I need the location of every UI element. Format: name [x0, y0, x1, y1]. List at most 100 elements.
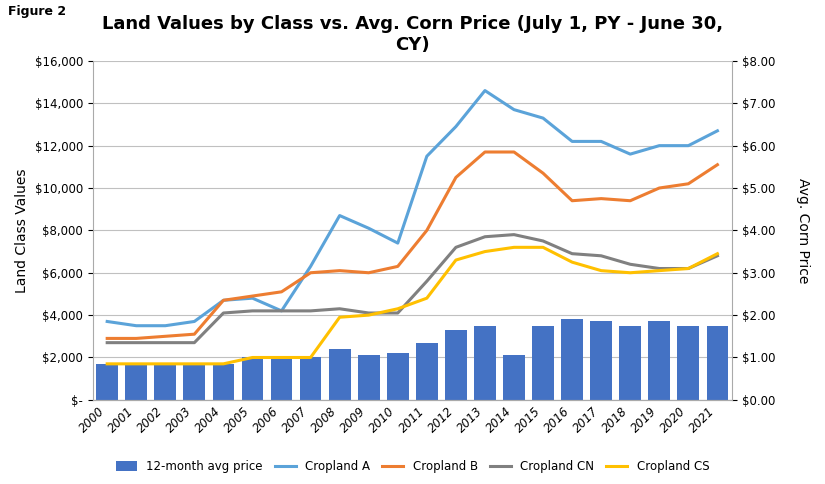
Cropland A	[625, 151, 635, 157]
Bar	[648, 321, 670, 400]
Cropland A	[654, 143, 664, 149]
Legend: 12-month avg price, Cropland A, Cropland B, Cropland CN, Cropland CS: 12-month avg price, Cropland A, Cropland…	[111, 455, 714, 478]
Bar	[154, 364, 177, 400]
Cropland A	[364, 226, 374, 231]
Bar	[503, 355, 525, 400]
Cropland CN	[102, 340, 112, 346]
Cropland B	[393, 263, 403, 269]
Cropland B	[190, 331, 200, 337]
Cropland B	[276, 289, 286, 295]
Cropland CS	[509, 244, 519, 250]
Bar	[358, 355, 380, 400]
Cropland CN	[131, 340, 141, 346]
Cropland CS	[393, 306, 403, 312]
Cropland B	[422, 227, 431, 233]
Cropland CN	[567, 251, 577, 257]
Cropland A	[538, 115, 548, 121]
Cropland CS	[451, 257, 461, 263]
Cropland CN	[219, 310, 229, 316]
Cropland CN	[538, 238, 548, 244]
Cropland CN	[305, 308, 315, 314]
Cropland B	[654, 185, 664, 191]
Line: Cropland CN: Cropland CN	[107, 235, 718, 343]
Cropland B	[248, 293, 257, 299]
Bar	[387, 353, 408, 400]
Cropland A	[451, 124, 461, 130]
Cropland CS	[683, 266, 693, 272]
Cropland B	[509, 149, 519, 155]
Cropland B	[567, 198, 577, 204]
Cropland CN	[713, 253, 723, 259]
Bar	[271, 358, 292, 400]
Cropland A	[102, 318, 112, 324]
Line: Cropland CS: Cropland CS	[107, 247, 718, 364]
Bar	[445, 330, 467, 400]
Cropland A	[422, 153, 431, 159]
Cropland CN	[335, 306, 345, 312]
Cropland B	[364, 270, 374, 276]
Bar	[299, 358, 322, 400]
Cropland A	[567, 138, 577, 144]
Cropland CS	[654, 268, 664, 273]
Text: Figure 2: Figure 2	[8, 5, 66, 18]
Cropland CS	[219, 361, 229, 367]
Cropland CN	[393, 310, 403, 316]
Cropland CS	[625, 270, 635, 276]
Cropland CN	[625, 261, 635, 267]
Cropland CS	[567, 259, 577, 265]
Bar	[183, 364, 205, 400]
Cropland A	[335, 212, 345, 218]
Cropland CN	[683, 266, 693, 272]
Cropland CN	[276, 308, 286, 314]
Bar	[213, 364, 234, 400]
Cropland CS	[276, 355, 286, 361]
Bar	[97, 364, 118, 400]
Cropland CS	[248, 355, 257, 361]
Cropland CS	[335, 314, 345, 320]
Cropland CS	[596, 268, 606, 273]
Cropland B	[102, 335, 112, 341]
Cropland CS	[190, 361, 200, 367]
Cropland A	[509, 107, 519, 113]
Cropland CS	[131, 361, 141, 367]
Bar	[677, 326, 700, 400]
Y-axis label: Avg. Corn Price: Avg. Corn Price	[796, 178, 810, 283]
Cropland A	[596, 138, 606, 144]
Cropland CS	[713, 251, 723, 257]
Cropland CS	[305, 355, 315, 361]
Cropland A	[393, 240, 403, 246]
Bar	[620, 326, 641, 400]
Cropland CS	[538, 244, 548, 250]
Cropland A	[683, 143, 693, 149]
Cropland CN	[364, 310, 374, 316]
Bar	[590, 321, 612, 400]
Cropland A	[160, 323, 170, 329]
Cropland CN	[422, 278, 431, 284]
Cropland B	[625, 198, 635, 204]
Cropland A	[248, 295, 257, 301]
Cropland B	[538, 170, 548, 176]
Cropland B	[335, 268, 345, 273]
Cropland B	[713, 162, 723, 167]
Cropland CN	[596, 253, 606, 259]
Bar	[474, 326, 496, 400]
Cropland B	[480, 149, 490, 155]
Cropland A	[219, 297, 229, 303]
Cropland A	[190, 318, 200, 324]
Cropland A	[480, 88, 490, 93]
Line: Cropland B: Cropland B	[107, 152, 718, 338]
Bar	[532, 326, 554, 400]
Cropland CS	[480, 249, 490, 255]
Y-axis label: Land Class Values: Land Class Values	[15, 168, 29, 293]
Cropland CN	[480, 234, 490, 240]
Cropland CN	[451, 244, 461, 250]
Cropland CN	[509, 232, 519, 238]
Cropland A	[131, 323, 141, 329]
Cropland CS	[160, 361, 170, 367]
Bar	[561, 319, 583, 400]
Cropland B	[219, 297, 229, 303]
Cropland B	[305, 270, 315, 276]
Cropland CN	[190, 340, 200, 346]
Cropland B	[596, 196, 606, 201]
Cropland A	[276, 308, 286, 314]
